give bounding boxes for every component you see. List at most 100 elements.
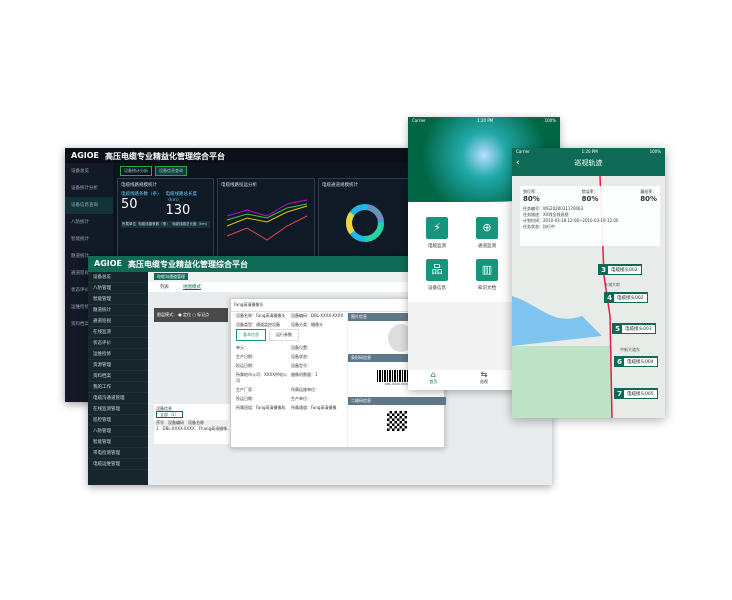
line-chart bbox=[226, 199, 308, 241]
sidebar-item[interactable]: 设备信息查询 bbox=[65, 197, 113, 214]
sidebar-item[interactable]: 状态评价 bbox=[88, 338, 148, 349]
sidebar: 设备总览 八防管理 智能管理 隧道统计 通道巡视 在线监测 状态评价 运维检修 资源管理 资料档案… bbox=[88, 272, 148, 485]
layer-mode-label: 图层模式： bbox=[157, 312, 177, 317]
field: 设备状态： bbox=[291, 354, 311, 359]
sidebar-item[interactable]: 智能管理 bbox=[88, 294, 148, 305]
mobile-track-screen: Carrier 1:20 PM 100% ‹ 巡视轨迹 到位率： 80% 错误率： 80… bbox=[512, 148, 665, 418]
tile-label[interactable]: 设备信息 bbox=[428, 286, 446, 291]
sidebar-item[interactable]: 资料档案 bbox=[88, 371, 148, 382]
field: 投运日期： bbox=[236, 363, 256, 368]
sidebar-item[interactable]: 设备总览 bbox=[88, 272, 148, 283]
map[interactable] bbox=[512, 176, 665, 418]
sidebar-item[interactable]: 通道巡视 bbox=[88, 316, 148, 327]
waypoint-marker[interactable]: 6 电缆接头004 bbox=[614, 356, 658, 367]
sidebar-item[interactable]: 我的工作 bbox=[88, 382, 148, 393]
info-row: 任务状态：执行中 bbox=[523, 224, 555, 229]
sidebar-item[interactable]: 设备统计分析 bbox=[71, 186, 98, 191]
waypoint-marker[interactable]: 7 电缆接头005 bbox=[614, 388, 658, 399]
tile-label[interactable]: 电缆监测 bbox=[428, 244, 446, 249]
sidebar-item[interactable]: 巡检管理 bbox=[88, 415, 148, 426]
tile-label[interactable]: 通道监测 bbox=[478, 244, 496, 249]
waypoint-marker[interactable]: 4 电缆接头002 bbox=[604, 292, 648, 303]
info-row: 任务编号：WG2020031170063 bbox=[523, 206, 584, 211]
tile-label[interactable]: 知识文档 bbox=[478, 286, 496, 291]
sidebar-item[interactable]: 状态评价 bbox=[71, 288, 89, 293]
column-header: 序号 bbox=[156, 420, 164, 425]
field: 设备型号： bbox=[291, 363, 311, 368]
subtab-list[interactable]: 列表 bbox=[160, 285, 169, 290]
radio-locate[interactable]: ● 定位 bbox=[178, 312, 192, 317]
scale-panel: 电缆线路规模统计 电缆线路条数（条） 50 电缆线路总长度（km） 130 所属单位… bbox=[117, 178, 214, 263]
sidebar-item[interactable]: 带电检测管理 bbox=[88, 448, 148, 459]
sidebar-item[interactable]: 通道巡视 bbox=[71, 271, 89, 276]
logo: AGIOE bbox=[71, 151, 99, 160]
waypoint-marker[interactable]: 3 电缆接头002 bbox=[598, 264, 642, 275]
download-icon[interactable]: ⊕ bbox=[476, 217, 498, 239]
field: 所属运维单位： bbox=[291, 387, 319, 392]
sidebar-item[interactable]: 八防管理 bbox=[88, 426, 148, 437]
stat-label: 电缆线路总长度（km） bbox=[165, 192, 198, 203]
network-icon[interactable]: 品 bbox=[426, 259, 448, 281]
sidebar-item[interactable]: 在线监测 bbox=[88, 327, 148, 338]
panel-title: 电缆线路投运分析 bbox=[221, 183, 257, 188]
nav-header: Carrier 1:20 PM 100% ‹ 巡视轨迹 bbox=[512, 148, 665, 176]
sidebar-item[interactable]: 电缆运维管理 bbox=[88, 459, 148, 470]
sidebar-item[interactable]: 设备总览 bbox=[71, 169, 89, 174]
nav-home[interactable]: ⌂ 首页 bbox=[429, 370, 438, 384]
trend-panel: 电缆线路投运分析 bbox=[217, 178, 315, 263]
tab-channel-management[interactable]: 电缆沟通道管理 bbox=[154, 273, 188, 280]
donut-segment bbox=[346, 204, 384, 242]
title-bar: AGIOE 高压电缆专业精益化管理综合平台 bbox=[65, 148, 410, 163]
field: 摄像机数量：1 bbox=[291, 372, 318, 377]
sidebar-item[interactable]: 智能统计 bbox=[71, 237, 89, 242]
tab-basic-info[interactable]: 基本信息 bbox=[236, 329, 266, 341]
sidebar-item[interactable]: 智能管理 bbox=[88, 437, 148, 448]
sidebar-item[interactable]: 八防统计 bbox=[71, 220, 89, 225]
field: 所属地市公司：XXXX供电公司 bbox=[236, 372, 287, 383]
section-header: 条形码信息 bbox=[348, 354, 446, 362]
field: 所属班组：Fang高清摄像机 bbox=[236, 405, 286, 410]
nav-patrol[interactable]: ⇆ 巡视 bbox=[479, 370, 488, 384]
tab[interactable]: 设备信息查询 bbox=[155, 166, 187, 176]
book-icon[interactable]: ▥ bbox=[476, 259, 498, 281]
field-grid: 单元： 设备位置： 生产日期： 设备状态： 投运日期： 设备型号： 所属地市公司：XXXX供… bbox=[236, 345, 344, 411]
map-label: 中新大道东 bbox=[620, 347, 640, 352]
panel-title: 电缆线路规模统计 bbox=[121, 183, 157, 188]
sidebar-item[interactable]: 运维检修 bbox=[88, 349, 148, 360]
filter-button[interactable]: 全部（1） bbox=[156, 411, 183, 418]
column-header: 所属单位 bbox=[122, 222, 136, 226]
field: 设备类型：通道监控设备 bbox=[236, 322, 280, 327]
tab-run-params[interactable]: 运行参数 bbox=[269, 329, 299, 341]
field: 生产日期： bbox=[236, 354, 256, 359]
field: 生产单位： bbox=[291, 396, 311, 401]
layer-mode-bar: 图层模式： ● 定位 ○ 标记点 bbox=[154, 308, 228, 322]
sidebar-item[interactable]: 资源管理 bbox=[88, 360, 148, 371]
donut-chart bbox=[346, 204, 384, 242]
radio-marker[interactable]: ○ 标记点 bbox=[192, 312, 210, 317]
lightning-icon[interactable]: ⚡ bbox=[426, 217, 448, 239]
field: 生产厂家： bbox=[236, 387, 256, 392]
sidebar-item[interactable]: 在线监测管理 bbox=[88, 404, 148, 415]
column-header: 电缆线路总长度（km） bbox=[172, 222, 209, 226]
sidebar-item[interactable]: 隧道统计 bbox=[88, 305, 148, 316]
device-list: 设备信息 全部（1） 序号 设备编码 设备名称 1 DBL-XXXX-XXXX Fhan… bbox=[154, 404, 231, 444]
task-card: 到位率： 80% 错误率： 80% 漏巡率： 80% 任务编号：WG202003117… bbox=[520, 186, 660, 246]
status-bar: Carrier 1:20 PM 100% bbox=[412, 118, 556, 123]
sidebar-item[interactable]: 八防管理 bbox=[88, 283, 148, 294]
back-icon[interactable]: ‹ bbox=[516, 158, 520, 168]
section-header: 图片信息 bbox=[348, 313, 446, 321]
subtab-map[interactable]: 地图模式 bbox=[183, 285, 201, 290]
field: 单元： bbox=[236, 345, 248, 350]
donut-segment bbox=[346, 204, 384, 242]
tab[interactable]: 设备统计分析 bbox=[120, 166, 152, 176]
table-row[interactable]: 1 DBL-XXXX-XXXX Fhang高清摄像... bbox=[156, 426, 231, 431]
map-label: 东湖大郎 bbox=[604, 282, 620, 287]
section-title: 设备信息 bbox=[156, 406, 172, 411]
sidebar-item[interactable]: 资料档案 bbox=[71, 322, 89, 327]
waypoint-marker[interactable]: 5 电缆接头003 bbox=[612, 323, 656, 334]
stat-value: 50 bbox=[121, 197, 138, 212]
sidebar-item[interactable]: 隧道统计 bbox=[71, 254, 89, 259]
series-line bbox=[226, 203, 308, 221]
sidebar-item[interactable]: 运维检修 bbox=[71, 305, 89, 310]
sidebar-item[interactable]: 电缆沟通道管理 bbox=[88, 393, 148, 404]
